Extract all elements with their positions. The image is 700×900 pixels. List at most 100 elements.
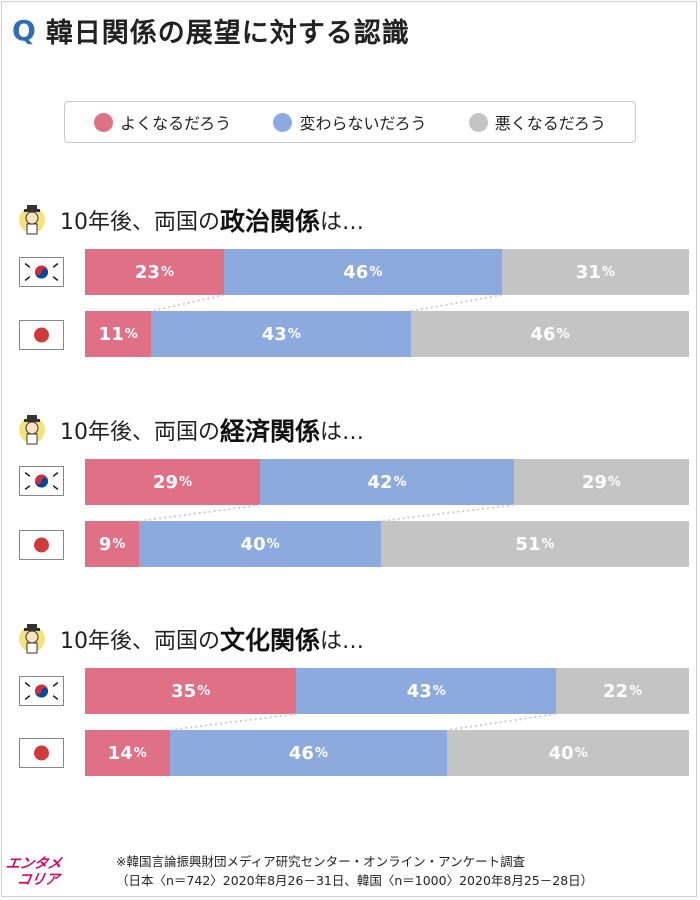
data-label-unit: %: [197, 683, 211, 699]
bar-segment-bad: 51%: [380, 521, 689, 567]
data-label: 23: [134, 261, 160, 283]
bar-segment-same: 43%: [151, 311, 412, 357]
bar-economy-japan: 9% 40% 51%: [85, 521, 689, 567]
bar-segment-good: 9%: [85, 521, 140, 567]
logo-line2: コリア: [15, 872, 61, 888]
bar-culture-japan: 14% 46% 40%: [85, 730, 689, 776]
data-label: 22: [603, 680, 629, 702]
data-label-unit: %: [432, 683, 446, 699]
data-label-unit: %: [112, 536, 126, 552]
legend: よくなるだろう 変わらないだろう 悪くなるだろう: [64, 101, 636, 143]
legend-swatch-bad: [468, 112, 488, 132]
section-culture-heading: 10年後、両国の 文化関係 は…: [18, 622, 364, 656]
data-label-unit: %: [607, 474, 621, 490]
legend-label-bad: 悪くなるだろう: [494, 114, 606, 133]
data-label: 35: [171, 680, 197, 702]
section-economy-heading: 10年後、両国の 経済関係 は…: [18, 413, 364, 447]
question-mark: Q: [12, 13, 36, 47]
person-with-hat-icon: [19, 624, 45, 654]
data-label: 43: [406, 680, 432, 702]
bar-segment-bad: 40%: [447, 730, 689, 776]
title-text: 韓日関係の展望に対する認識: [45, 17, 410, 49]
bar-culture-korea: 35% 43% 22%: [85, 668, 689, 714]
section-prefix: 10年後、両国の: [60, 420, 220, 445]
section-suffix: は…: [320, 420, 365, 445]
bar-segment-good: 14%: [85, 730, 170, 776]
data-label-unit: %: [393, 474, 407, 490]
bar-segment-same: 42%: [260, 459, 514, 505]
data-label: 51: [515, 533, 541, 555]
bar-segment-bad: 31%: [501, 249, 689, 295]
legend-item-bad: 悪くなるだろう: [468, 110, 606, 134]
logo-line1: エンタメ: [4, 856, 63, 872]
bar-segment-good: 35%: [85, 668, 297, 714]
section-prefix: 10年後、両国の: [60, 629, 220, 654]
person-with-hat-icon: [19, 205, 45, 235]
data-label-unit: %: [160, 264, 174, 280]
data-label-unit: %: [541, 536, 555, 552]
data-label-unit: %: [287, 326, 301, 342]
bar-economy-korea: 29% 42% 29%: [85, 459, 689, 505]
section-suffix: は…: [320, 629, 365, 654]
data-label-unit: %: [629, 683, 643, 699]
legend-item-same: 変わらないだろう: [273, 110, 427, 134]
legend-item-good: よくなるだろう: [94, 110, 231, 134]
south-korea-flag-icon: [19, 676, 64, 706]
data-label-unit: %: [369, 264, 383, 280]
bar-segment-bad: 29%: [513, 459, 689, 505]
chart-title: Q 韓日関係の展望に対する認識: [12, 10, 410, 50]
data-label: 31: [575, 261, 601, 283]
data-label: 46: [288, 742, 314, 764]
data-label: 14: [107, 742, 133, 764]
data-label-unit: %: [179, 474, 193, 490]
data-label-unit: %: [574, 745, 588, 761]
data-label-unit: %: [556, 326, 570, 342]
bar-segment-good: 11%: [85, 311, 152, 357]
bar-segment-same: 40%: [139, 521, 381, 567]
south-korea-flag-icon: [19, 466, 64, 496]
data-label-unit: %: [133, 745, 147, 761]
person-with-hat-icon: [19, 415, 45, 445]
data-label: 9: [98, 533, 112, 555]
data-label: 46: [343, 261, 369, 283]
bar-politics-japan: 11% 43% 46%: [85, 311, 689, 357]
entame-korea-logo: エンタメ コリア: [1, 856, 100, 894]
data-label: 42: [367, 471, 393, 493]
japan-flag-icon: [19, 738, 64, 768]
bar-segment-good: 29%: [85, 459, 261, 505]
data-label: 40: [240, 533, 266, 555]
bar-segment-same: 46%: [169, 730, 448, 776]
bar-segment-bad: 22%: [556, 668, 689, 714]
japan-flag-icon: [19, 530, 64, 560]
section-topic: 経済関係: [220, 417, 321, 446]
bar-segment-same: 43%: [296, 668, 557, 714]
data-label: 29: [581, 471, 607, 493]
section-prefix: 10年後、両国の: [60, 210, 220, 235]
data-label-unit: %: [314, 745, 328, 761]
data-label: 29: [153, 471, 179, 493]
legend-swatch-good: [94, 112, 114, 132]
source-note: ※韓国言論振興財団メディア研究センター・オンライン・アンケート調査 （日本〈n＝…: [116, 852, 593, 890]
legend-swatch-same: [273, 112, 293, 132]
bar-segment-same: 46%: [223, 249, 502, 295]
bar-segment-bad: 46%: [411, 311, 689, 357]
data-label: 43: [261, 323, 287, 345]
bar-politics-korea: 23% 46% 31%: [85, 249, 689, 295]
section-politics-heading: 10年後、両国の 政治関係 は…: [18, 203, 364, 237]
legend-label-good: よくなるだろう: [120, 114, 232, 133]
source-line2: （日本〈n＝742〉2020年8月26－31日、韓国〈n＝1000〉2020年8…: [116, 873, 594, 888]
japan-flag-icon: [19, 320, 64, 350]
data-label: 11: [98, 323, 124, 345]
source-line1: ※韓国言論振興財団メディア研究センター・オンライン・アンケート調査: [116, 854, 526, 869]
data-label-unit: %: [601, 264, 615, 280]
south-korea-flag-icon: [19, 257, 64, 287]
section-suffix: は…: [320, 210, 365, 235]
data-label: 46: [530, 323, 556, 345]
data-label-unit: %: [124, 326, 138, 342]
section-topic: 政治関係: [220, 207, 321, 236]
data-label-unit: %: [266, 536, 280, 552]
section-topic: 文化関係: [220, 626, 321, 655]
legend-label-same: 変わらないだろう: [299, 114, 427, 133]
data-label: 40: [548, 742, 574, 764]
bar-segment-good: 23%: [85, 249, 224, 295]
